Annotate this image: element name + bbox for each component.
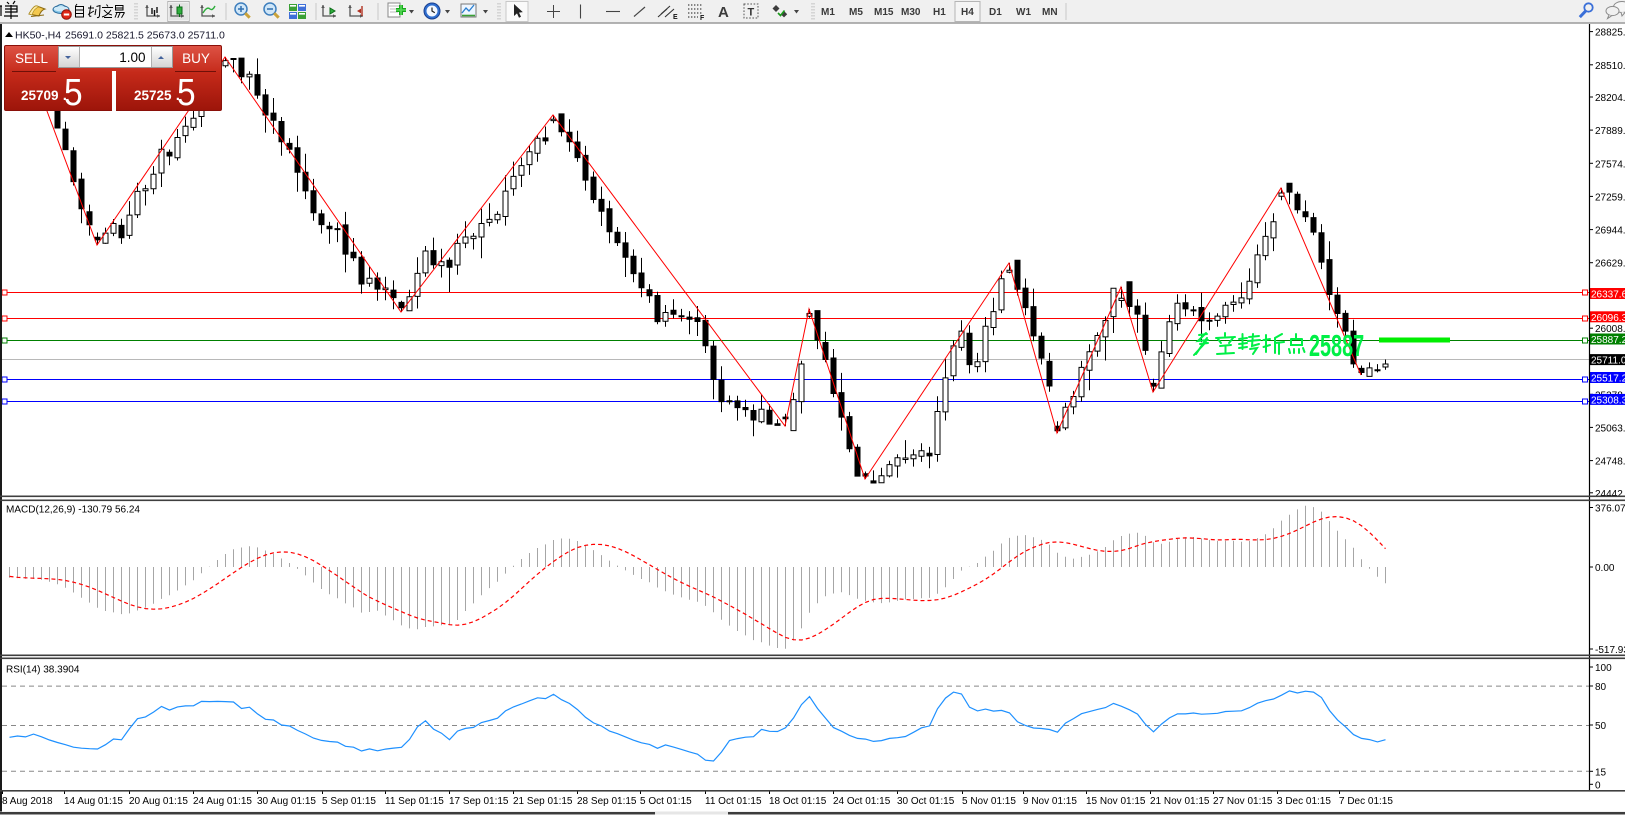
svg-text:5 Nov 01:15: 5 Nov 01:15 xyxy=(962,796,1016,807)
svg-text:MN: MN xyxy=(1042,7,1058,18)
svg-text:M30: M30 xyxy=(901,7,921,18)
svg-text:27889.0: 27889.0 xyxy=(1595,126,1625,137)
svg-text:15 Nov 01:15: 15 Nov 01:15 xyxy=(1086,796,1146,807)
svg-text:26337.6: 26337.6 xyxy=(1591,290,1625,301)
svg-text:-517.93: -517.93 xyxy=(1595,645,1625,656)
svg-text:25887: 25887 xyxy=(1309,327,1364,363)
svg-text:11 Sep 01:15: 11 Sep 01:15 xyxy=(385,796,444,807)
svg-text:27 Nov 01:15: 27 Nov 01:15 xyxy=(1213,796,1273,807)
svg-text:27574.0: 27574.0 xyxy=(1595,159,1625,170)
svg-text:M15: M15 xyxy=(874,7,894,18)
svg-text:3 Dec 01:15: 3 Dec 01:15 xyxy=(1277,796,1331,807)
svg-text:25308.3: 25308.3 xyxy=(1591,395,1625,406)
svg-text:30 Aug 01:15: 30 Aug 01:15 xyxy=(257,796,316,807)
svg-text:T: T xyxy=(748,7,755,19)
svg-text:21 Sep 01:15: 21 Sep 01:15 xyxy=(513,796,573,807)
svg-text:15: 15 xyxy=(1595,767,1607,778)
svg-text:11 Oct 01:15: 11 Oct 01:15 xyxy=(705,796,762,807)
svg-text:18 Oct 01:15: 18 Oct 01:15 xyxy=(769,796,827,807)
svg-text:376.07: 376.07 xyxy=(1595,504,1625,515)
svg-text:24442.0: 24442.0 xyxy=(1595,489,1625,500)
svg-text:25711.0: 25711.0 xyxy=(1591,356,1625,367)
svg-text:28 Sep 01:15: 28 Sep 01:15 xyxy=(577,796,637,807)
svg-text:30 Oct 01:15: 30 Oct 01:15 xyxy=(897,796,955,807)
svg-text:HK50-,H4: HK50-,H4 xyxy=(15,30,61,42)
svg-text:24 Oct 01:15: 24 Oct 01:15 xyxy=(833,796,891,807)
svg-text:25887.2: 25887.2 xyxy=(1591,335,1625,346)
svg-text:M5: M5 xyxy=(849,7,863,18)
svg-text:5 Sep 01:15: 5 Sep 01:15 xyxy=(322,796,376,807)
svg-text:8 Aug 2018: 8 Aug 2018 xyxy=(2,796,53,807)
svg-text:24748.0: 24748.0 xyxy=(1595,457,1625,468)
svg-text:F: F xyxy=(700,15,705,22)
svg-text:27259.0: 27259.0 xyxy=(1595,192,1625,203)
svg-text:RSI(14) 38.3904: RSI(14) 38.3904 xyxy=(6,665,80,676)
svg-text:26944.0: 26944.0 xyxy=(1595,226,1625,237)
svg-text:9 Nov 01:15: 9 Nov 01:15 xyxy=(1023,796,1077,807)
svg-text:M1: M1 xyxy=(821,7,835,18)
svg-text:0: 0 xyxy=(1595,780,1601,791)
svg-text:5 Oct 01:15: 5 Oct 01:15 xyxy=(640,796,692,807)
svg-text:50: 50 xyxy=(1595,721,1607,732)
svg-text:7 Dec 01:15: 7 Dec 01:15 xyxy=(1339,796,1393,807)
svg-text:14 Aug 01:15: 14 Aug 01:15 xyxy=(64,796,123,807)
svg-text:E: E xyxy=(673,14,678,21)
svg-text:A: A xyxy=(718,4,729,21)
svg-text:100: 100 xyxy=(1595,663,1612,674)
svg-text:26629.0: 26629.0 xyxy=(1595,259,1625,270)
svg-text:24 Aug 01:15: 24 Aug 01:15 xyxy=(193,796,252,807)
svg-text:28204.0: 28204.0 xyxy=(1595,93,1625,104)
svg-text:25517.2: 25517.2 xyxy=(1591,374,1625,385)
svg-text:80: 80 xyxy=(1595,682,1607,693)
svg-text:H1: H1 xyxy=(933,7,946,18)
svg-text:W1: W1 xyxy=(1016,7,1031,18)
svg-text:26096.3: 26096.3 xyxy=(1591,313,1625,324)
svg-text:26008.0: 26008.0 xyxy=(1595,324,1625,335)
svg-text:25063.0: 25063.0 xyxy=(1595,423,1625,434)
svg-text:28510.0: 28510.0 xyxy=(1595,61,1625,72)
svg-text:H4: H4 xyxy=(961,7,974,18)
svg-text:0.00: 0.00 xyxy=(1595,563,1615,574)
svg-text:21 Nov 01:15: 21 Nov 01:15 xyxy=(1150,796,1210,807)
svg-text:17 Sep 01:15: 17 Sep 01:15 xyxy=(449,796,509,807)
svg-text:D1: D1 xyxy=(989,7,1002,18)
svg-text:25691.0 25821.5 25673.0 25711.: 25691.0 25821.5 25673.0 25711.0 xyxy=(65,30,225,42)
svg-text:20 Aug 01:15: 20 Aug 01:15 xyxy=(129,796,188,807)
svg-text:MACD(12,26,9) -130.79 56.24: MACD(12,26,9) -130.79 56.24 xyxy=(6,505,140,516)
svg-text:28825.0: 28825.0 xyxy=(1595,28,1625,39)
